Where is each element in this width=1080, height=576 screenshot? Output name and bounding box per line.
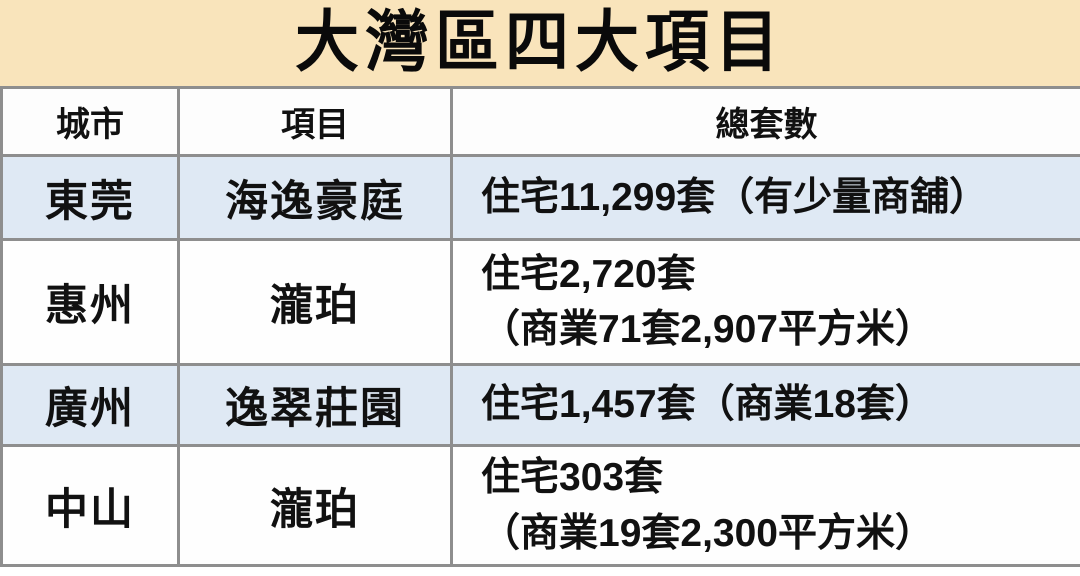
- table-body: 東莞 海逸豪庭 住宅11,299套（有少量商舖） 惠州 瀧珀 住宅2,720套 （…: [0, 154, 1080, 567]
- units-cell: 住宅2,720套 （商業71套2,907平方米）: [450, 238, 1080, 366]
- header-city: 城市: [0, 86, 180, 157]
- units-cell: 住宅11,299套（有少量商舖）: [450, 154, 1080, 241]
- units-line: 住宅11,299套（有少量商舖）: [481, 175, 989, 219]
- projects-table: 城市 項目 總套數 東莞 海逸豪庭 住宅11,299套（有少量商舖） 惠州 瀧珀…: [0, 86, 1080, 567]
- project-cell: 瀧珀: [177, 238, 453, 366]
- units-line: （商業71套2,907平方米）: [481, 308, 934, 351]
- units-cell: 住宅1,457套（商業18套）: [450, 363, 1080, 447]
- city-cell: 惠州: [0, 238, 180, 366]
- table-row: 惠州 瀧珀 住宅2,720套 （商業71套2,907平方米）: [0, 238, 1080, 366]
- project-cell: 海逸豪庭: [177, 154, 453, 241]
- units-line: 住宅2,720套: [481, 252, 696, 296]
- page-title: 大灣區四大項目: [295, 5, 785, 80]
- header-row: 城市 項目 總套數: [0, 86, 1080, 157]
- city-cell: 東莞: [0, 154, 180, 241]
- header-project: 項目: [177, 86, 453, 157]
- project-cell: 瀧珀: [177, 444, 453, 567]
- header-units: 總套數: [450, 86, 1080, 157]
- table-row: 東莞 海逸豪庭 住宅11,299套（有少量商舖）: [0, 154, 1080, 241]
- units-line: 住宅303套: [481, 456, 664, 500]
- units-cell: 住宅303套 （商業19套2,300平方米）: [450, 444, 1080, 567]
- city-cell: 廣州: [0, 363, 180, 447]
- table-row: 中山 瀧珀 住宅303套 （商業19套2,300平方米）: [0, 444, 1080, 567]
- city-cell: 中山: [0, 444, 180, 567]
- units-line: 住宅1,457套（商業18套）: [481, 383, 934, 427]
- title-banner: 大灣區四大項目: [0, 0, 1080, 86]
- units-line: （商業19套2,300平方米）: [481, 511, 934, 555]
- table-row: 廣州 逸翠莊園 住宅1,457套（商業18套）: [0, 363, 1080, 447]
- table-header: 城市 項目 總套數: [0, 86, 1080, 157]
- project-cell: 逸翠莊園: [177, 363, 453, 447]
